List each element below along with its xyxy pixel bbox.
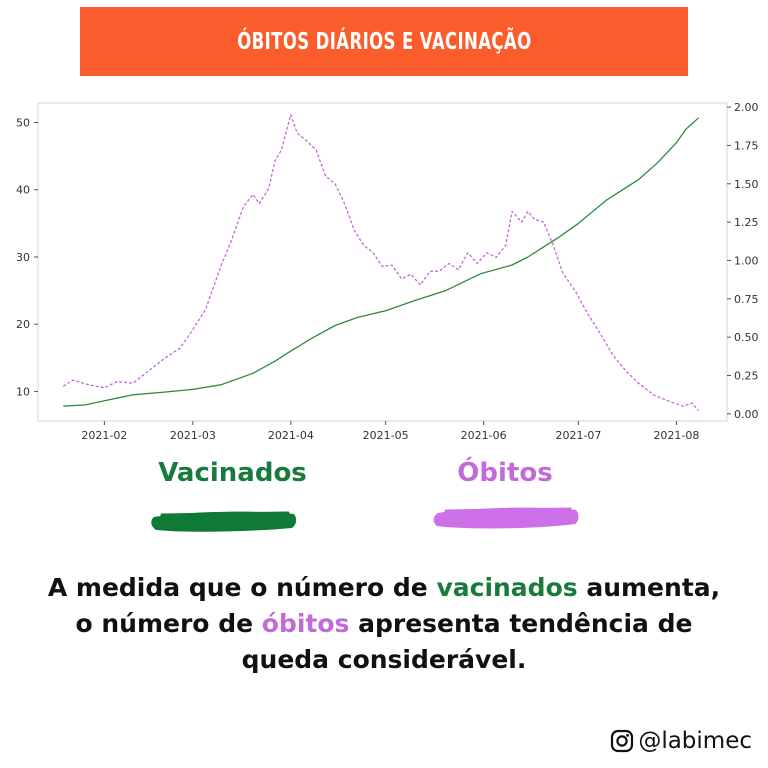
y-left-tick-label: 40	[16, 184, 30, 197]
x-tick-label: 2021-04	[268, 429, 314, 442]
y-right-tick-label: 0.75	[734, 293, 759, 306]
legend-vaccinated-label: Vacinados	[158, 458, 307, 488]
caption-deaths-word: óbitos	[261, 609, 350, 638]
caption-part2: aumenta, o número de	[75, 573, 721, 638]
legend-vaccinated-brushstroke	[151, 511, 297, 532]
y-right-tick-label: 1.25	[734, 216, 759, 229]
legend-deaths-brushstroke	[433, 507, 579, 529]
y-right-tick-label: 1.75	[734, 139, 759, 152]
legend-deaths: Óbitos	[415, 458, 595, 488]
y-right-tick-label: 2.00	[734, 101, 759, 114]
legend-vaccinated: Vacinados	[140, 458, 325, 488]
caption-vaccinated-word: vacinados	[436, 573, 578, 602]
y-right-tick-label: 0.25	[734, 369, 759, 382]
y-left-tick-label: 30	[16, 251, 30, 264]
deaths-series-line	[62, 114, 700, 412]
caption: A medida que o número de vacinados aumen…	[40, 570, 728, 678]
credit: @labimec	[610, 728, 752, 754]
x-tick-label: 2021-05	[363, 429, 409, 442]
x-tick-label: 2021-02	[81, 429, 127, 442]
x-tick-label: 2021-03	[170, 429, 216, 442]
x-tick-label: 2021-06	[461, 429, 507, 442]
y-right-tick-label: 1.50	[734, 178, 759, 191]
legend-deaths-label: Óbitos	[457, 458, 553, 488]
y-left-tick-label: 20	[16, 318, 30, 331]
caption-part1: A medida que o número de	[47, 573, 437, 602]
x-tick-label: 2021-07	[555, 429, 601, 442]
title-banner: ÓBITOS DIÁRIOS E VACINAÇÃO	[80, 7, 688, 76]
page-title: ÓBITOS DIÁRIOS E VACINAÇÃO	[236, 28, 532, 55]
vaccinated-series-line	[63, 117, 700, 407]
x-tick-label: 2021-08	[653, 429, 699, 442]
y-right-tick-label: 1.00	[734, 254, 759, 267]
plot-frame	[37, 102, 728, 422]
caption-part3: apresenta tendência de queda consideráve…	[241, 609, 693, 674]
y-left-tick-label: 50	[16, 116, 30, 129]
y-right-tick-label: 0.00	[734, 408, 759, 421]
y-right-tick-label: 0.50	[734, 331, 759, 344]
y-left-tick-label: 10	[16, 385, 30, 398]
instagram-icon	[611, 729, 634, 753]
dual-axis-line-chart: 10 20 30 40 50 0.00 0.25 0.50 0.75 1.00 1.25 1.50 1.…	[16, 101, 759, 442]
credit-handle: @labimec	[638, 728, 752, 754]
